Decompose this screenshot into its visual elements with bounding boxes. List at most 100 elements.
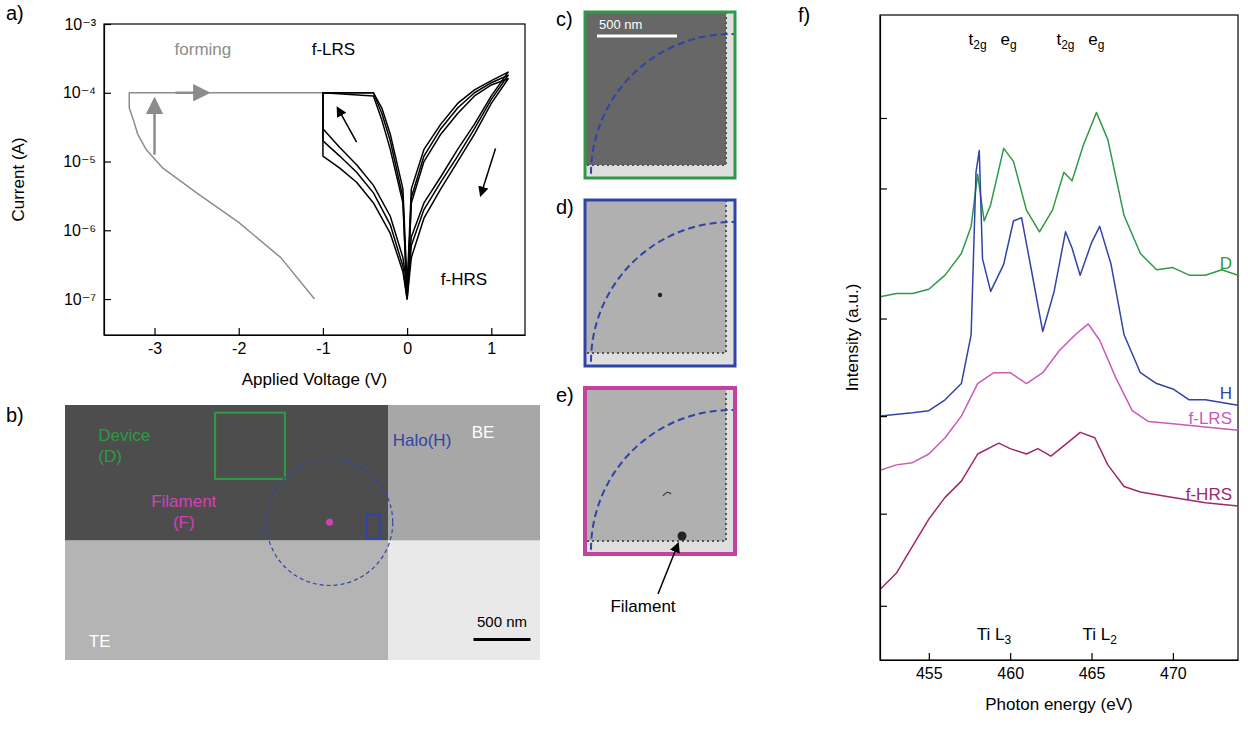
peak-label-text: e [1000, 30, 1009, 49]
plot-area [880, 113, 1238, 590]
tick-label: 10⁻⁴ [63, 84, 96, 101]
panel-label: e) [556, 384, 574, 406]
scale-bar-label: 500 nm [599, 17, 642, 32]
tick-label: 0 [403, 340, 412, 357]
scale-bar [597, 35, 677, 38]
tick-mark [929, 653, 930, 660]
panel-label: d) [556, 196, 574, 218]
tick: -1 [316, 328, 330, 357]
device-box [215, 413, 285, 479]
image-background [65, 405, 540, 660]
tick: 455 [916, 653, 943, 682]
edge-label-text: Ti L [1082, 625, 1110, 644]
edge-label-subscript: 3 [1004, 633, 1011, 647]
tick-mark [323, 328, 324, 335]
peak-label: t2g [969, 30, 987, 52]
electrode-label: TE [89, 632, 111, 651]
tick: 10⁻⁷ [64, 291, 111, 308]
tick [880, 319, 887, 320]
axis: 10⁻⁷10⁻⁶10⁻⁵10⁻⁴10⁻³ [63, 16, 111, 336]
axis-line [881, 660, 1239, 661]
tick: 10⁻⁴ [63, 84, 111, 101]
scale-bar-label: 500 nm [477, 613, 527, 630]
electrode-edge-texture [585, 200, 726, 353]
filament-dot [326, 519, 333, 526]
tick-label: 455 [916, 665, 943, 682]
tick-mark [880, 118, 887, 119]
image-panel [585, 388, 871, 690]
halo-arc [591, 34, 735, 178]
series-line [880, 324, 1238, 470]
tick-label: 470 [1160, 665, 1187, 682]
axis [880, 16, 887, 661]
tick: 465 [1079, 653, 1106, 682]
y-axis-title: Intensity (a.u.) [843, 284, 862, 392]
tick-mark [1091, 653, 1092, 660]
tick-mark [104, 230, 111, 231]
halo-circle [266, 459, 392, 585]
region-label-line: Halo(H) [393, 431, 452, 450]
tick [880, 606, 887, 607]
tick-label: 1 [487, 340, 496, 357]
axis: -3 -2 -1 0 1 [105, 328, 526, 357]
axis-line [105, 335, 526, 336]
scale-bar [474, 638, 531, 641]
tick: 10⁻³ [64, 16, 111, 33]
image-content [585, 200, 735, 366]
edge-label-text: Ti L [977, 625, 1005, 644]
tick-label: 10⁻³ [64, 16, 96, 33]
tick: 0 [403, 328, 412, 357]
tick-label: 10⁻⁵ [63, 153, 96, 170]
peak-label-subscript: 2g [1061, 38, 1074, 52]
series-line [323, 75, 508, 299]
plot-frame [104, 24, 525, 335]
image-background [585, 12, 735, 178]
tick-mark [1173, 653, 1174, 660]
tick-mark [407, 328, 408, 335]
series-label: D [1220, 254, 1232, 273]
tick: 460 [997, 653, 1024, 682]
series-label: f-HRS [1186, 485, 1232, 504]
edge-label: Ti L2 [1082, 625, 1117, 647]
image-frame [585, 200, 735, 366]
figure: a)-3-2-10110⁻⁷10⁻⁶10⁻⁵10⁻⁴10⁻³Applied Vo… [0, 0, 1248, 740]
tick-label: 465 [1079, 665, 1106, 682]
peak-label: t2g [1056, 30, 1074, 52]
image-content [585, 12, 735, 178]
series-line [323, 79, 508, 299]
y-axis-title: Current (A) [9, 137, 28, 221]
tick: -2 [232, 328, 246, 357]
panel-label: f) [798, 4, 810, 26]
tick-label: -2 [232, 340, 246, 357]
image-background [585, 388, 735, 554]
tick-mark [880, 606, 887, 607]
electrode-edge-texture [585, 388, 726, 541]
series-line [880, 432, 1238, 589]
tick-mark [104, 299, 111, 300]
arrow [481, 148, 496, 195]
region-label: Halo(H) [393, 431, 452, 450]
arrow [338, 108, 357, 142]
tick-mark [1010, 653, 1011, 660]
halo-arc [591, 410, 735, 554]
tick: 10⁻⁵ [63, 153, 111, 170]
region-label: Filament (F) [151, 492, 216, 532]
tick: -3 [148, 328, 162, 357]
axis-line [104, 25, 105, 336]
filament-spot [678, 532, 687, 541]
peak-label-text: e [1088, 30, 1097, 49]
region-label-line: Filament [151, 492, 216, 511]
image-feature [663, 492, 671, 496]
plot-frame [880, 15, 1238, 660]
region-label-line: (F) [173, 513, 195, 532]
series-line [323, 72, 508, 287]
peak-label-subscript: g [1098, 38, 1105, 52]
tick-mark [154, 328, 155, 335]
tick-mark [104, 24, 111, 25]
x-axis-title: Applied Voltage (V) [242, 370, 388, 389]
electrode-edge-texture [585, 12, 726, 165]
peak-label: eg [1088, 30, 1104, 52]
axis-line [880, 16, 881, 661]
annotation: f-HRS [441, 270, 487, 289]
image-content [585, 388, 735, 554]
